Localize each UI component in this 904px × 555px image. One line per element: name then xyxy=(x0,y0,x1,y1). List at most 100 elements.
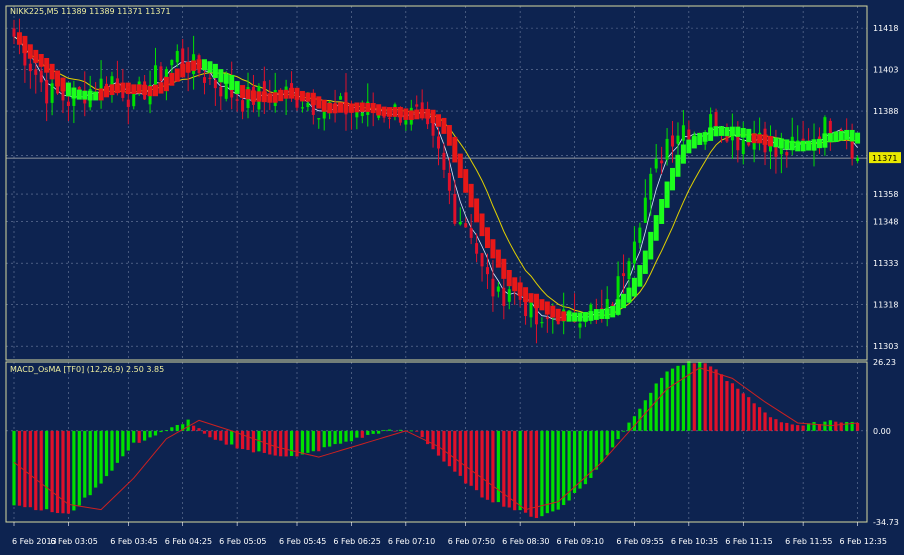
osma-bar xyxy=(34,430,38,511)
osma-bar xyxy=(812,422,816,431)
candle-body xyxy=(545,317,549,319)
osma-bar xyxy=(66,430,71,514)
osma-bar xyxy=(757,407,762,431)
ha-bar xyxy=(767,136,773,147)
ha-bar xyxy=(631,277,637,297)
candle-body xyxy=(638,227,642,243)
osma-bar xyxy=(235,430,239,449)
ha-bar xyxy=(544,301,550,315)
osma-bar xyxy=(273,430,277,456)
osma-bar xyxy=(855,422,860,431)
osma-bar xyxy=(469,430,473,486)
osma-bar xyxy=(719,374,724,431)
price-tick-label: 11333 xyxy=(873,259,898,268)
ha-bar xyxy=(838,131,844,141)
osma-bar xyxy=(420,430,424,438)
osma-bar xyxy=(480,430,484,498)
ha-bar xyxy=(283,89,289,99)
ha-bar xyxy=(321,99,327,112)
candle-body xyxy=(736,130,740,151)
ha-bar xyxy=(506,269,512,287)
ha-bar xyxy=(550,305,556,318)
ha-bar xyxy=(566,311,572,322)
ha-bar xyxy=(22,35,28,54)
ha-bar xyxy=(626,287,632,303)
osma-bar xyxy=(741,393,745,431)
osma-bar xyxy=(409,430,413,432)
time-tick-label: 6 Feb 07:10 xyxy=(388,537,435,546)
time-tick-label: 6 Feb 03:45 xyxy=(110,537,157,546)
ha-bar xyxy=(267,93,273,103)
time-tick-label: 6 Feb 10:35 xyxy=(671,537,718,546)
candle-body xyxy=(311,102,315,115)
ha-bar xyxy=(490,239,496,259)
candle-body xyxy=(469,228,473,238)
candle-body xyxy=(741,139,745,155)
osma-bar xyxy=(328,430,332,447)
ha-bar xyxy=(773,137,779,148)
ha-bar xyxy=(675,154,681,177)
ha-bar xyxy=(827,133,833,143)
osma-bar xyxy=(507,430,511,508)
ha-bar xyxy=(136,84,142,94)
candle-body xyxy=(475,243,479,254)
osma-bar xyxy=(692,363,696,431)
candle-body xyxy=(159,66,163,81)
ha-bar xyxy=(120,82,126,93)
osma-bar xyxy=(306,430,310,453)
ha-bar xyxy=(523,287,529,303)
candle-body xyxy=(529,300,533,318)
candle-body xyxy=(355,111,359,118)
osma-bar xyxy=(529,430,533,517)
osma-bar xyxy=(436,430,441,456)
ha-bar xyxy=(697,132,703,145)
ha-bar xyxy=(256,91,262,102)
osma-bar xyxy=(817,423,822,431)
osma-bar xyxy=(523,430,528,513)
osma-bar xyxy=(790,424,794,431)
ha-bar xyxy=(354,102,360,113)
current-price-tag-text: 11371 xyxy=(872,154,897,163)
candle-body xyxy=(322,108,326,119)
ha-bar xyxy=(414,109,420,120)
ha-bar xyxy=(93,91,99,101)
current-price-tag xyxy=(869,152,901,164)
ha-bar xyxy=(642,250,648,274)
candle-body xyxy=(747,142,751,146)
osma-bar xyxy=(736,388,740,431)
ha-bar xyxy=(479,213,485,237)
osma-bar xyxy=(431,430,435,450)
ha-bar xyxy=(425,108,431,119)
osma-bar xyxy=(88,430,92,496)
osma-bar xyxy=(143,430,147,441)
ha-bar xyxy=(261,91,267,103)
ha-bar xyxy=(588,311,594,321)
candle-body xyxy=(676,135,680,144)
candle-body xyxy=(524,298,528,317)
macd-tick-label: 0.00 xyxy=(873,427,891,436)
osma-bar xyxy=(99,430,103,484)
time-tick-label: 6 Feb 2013 xyxy=(12,537,57,546)
macd-tick-label: -34.73 xyxy=(873,518,899,527)
main-panel-frame xyxy=(5,5,868,361)
ha-bar xyxy=(751,133,757,144)
candle-body xyxy=(627,261,631,280)
osma-bar xyxy=(845,421,849,431)
ha-bar xyxy=(229,74,235,90)
osma-bar xyxy=(540,430,544,517)
ha-bar xyxy=(528,293,534,303)
candle-body xyxy=(12,28,16,37)
osma-bar xyxy=(371,430,375,434)
candle-body xyxy=(611,304,615,306)
ha-bar xyxy=(844,129,850,140)
candle-body xyxy=(66,101,70,106)
osma-bar xyxy=(121,430,125,457)
osma-bar xyxy=(137,430,141,443)
osma-bar xyxy=(289,430,294,456)
osma-bar xyxy=(703,363,707,431)
osma-bar xyxy=(311,430,315,452)
ha-bar xyxy=(316,96,322,109)
osma-bar xyxy=(208,430,212,438)
